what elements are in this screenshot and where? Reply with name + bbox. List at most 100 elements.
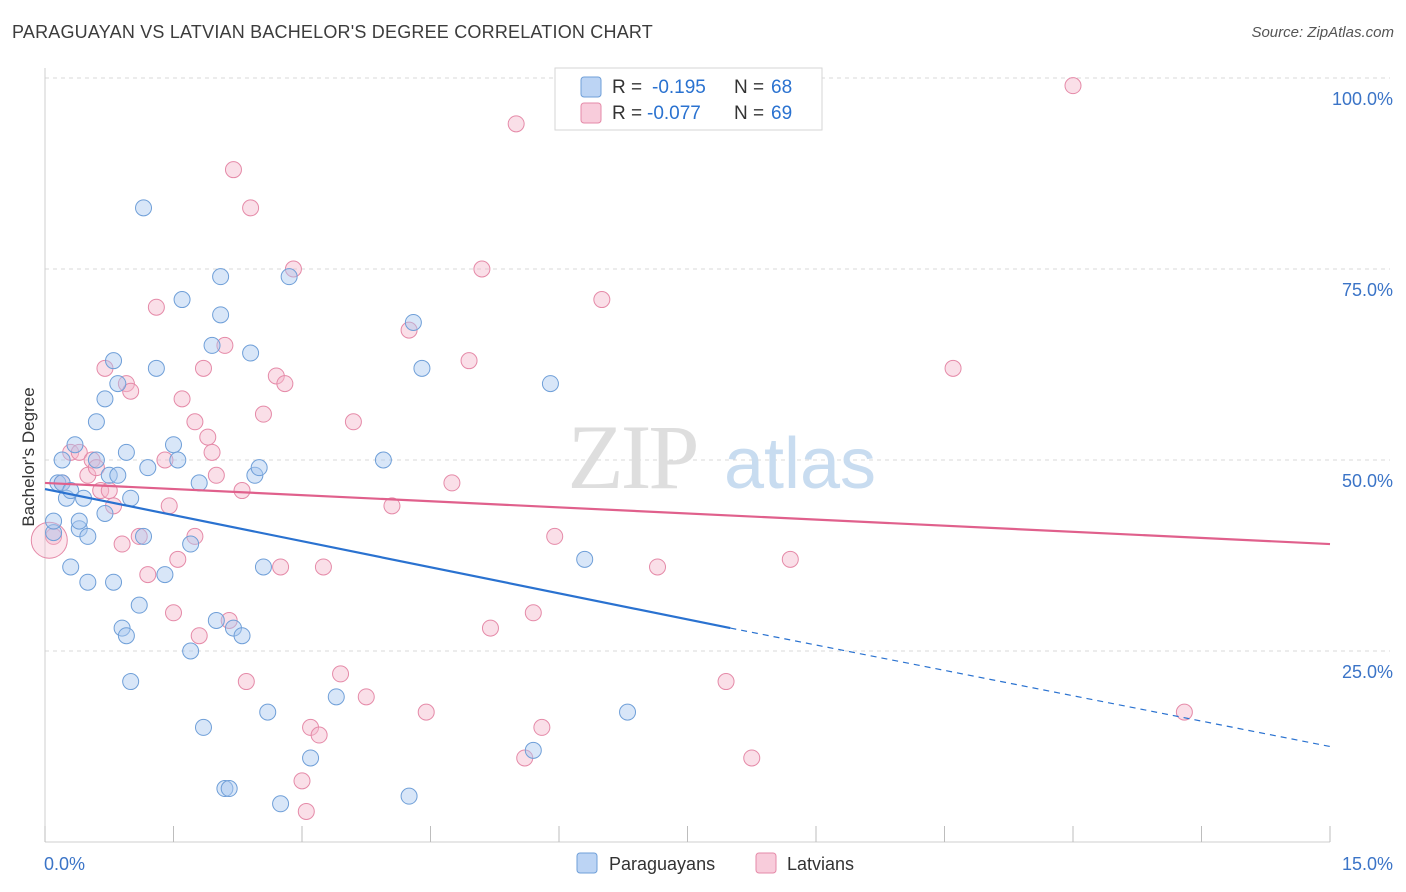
- paraguayan-point-24: [117, 627, 135, 645]
- source-credit: Source: ZipAtlas.com: [1251, 24, 1394, 41]
- latvian-point-18: [160, 497, 178, 515]
- paraguayan-point-20: [105, 352, 123, 370]
- latvian-point-21: [173, 390, 191, 408]
- stats-n-label-paraguayans: N =: [734, 77, 764, 98]
- paraguayan-point-29: [135, 527, 153, 545]
- latvian-point-25: [194, 359, 212, 377]
- paraguayan-point-26: [122, 673, 140, 691]
- paraguayan-point-21: [109, 375, 127, 393]
- paraguayan-point-7: [62, 558, 80, 576]
- latvian-point-35: [254, 405, 272, 423]
- paraguayan-point-54: [272, 795, 290, 813]
- latvian-point-13: [122, 382, 140, 400]
- paraguayan-point-30: [135, 199, 153, 217]
- paraguayans-trend-line: [44, 487, 731, 630]
- series-legend: Paraguayans Latvians: [576, 852, 854, 874]
- latvian-point-45: [332, 665, 350, 683]
- paraguayans-points: [45, 199, 637, 813]
- paraguayan-point-41: [203, 336, 221, 354]
- latvian-point-33: [237, 673, 255, 691]
- latvian-point-65: [944, 359, 962, 377]
- y-tick-label-75: 75.0%: [1342, 280, 1393, 300]
- latvian-point-47: [357, 688, 375, 706]
- latvian-point-64: [781, 550, 799, 568]
- chart-title: PARAGUAYAN VS LATVIAN BACHELOR'S DEGREE …: [12, 22, 653, 42]
- latvian-point-40: [293, 772, 311, 790]
- paraguayan-point-37: [182, 535, 200, 553]
- paraguayan-point-35: [169, 451, 187, 469]
- latvian-point-62: [717, 673, 735, 691]
- latvian-point-11: [113, 535, 131, 553]
- paraguayan-point-33: [156, 566, 174, 584]
- y-tick-label-25: 25.0%: [1342, 662, 1393, 682]
- latvian-point-34: [242, 199, 260, 217]
- latvian-point-38: [276, 375, 294, 393]
- paraguayan-point-58: [374, 451, 392, 469]
- watermark-zip: ZIP: [568, 406, 697, 508]
- latvian-point-46: [344, 413, 362, 431]
- paraguayan-point-27: [122, 489, 140, 507]
- latvian-point-48: [383, 497, 401, 515]
- latvian-cluster-point: [30, 521, 68, 559]
- latvian-point-43: [310, 726, 328, 744]
- stats-n-label-latvians: N =: [734, 103, 764, 124]
- paraguayan-point-1: [45, 512, 63, 530]
- latvian-point-67: [1175, 703, 1193, 721]
- watermark: ZIP atlas: [568, 406, 877, 508]
- latvian-point-55: [507, 115, 525, 133]
- stats-n-value-paraguayans: 68: [771, 77, 792, 98]
- paraguayan-point-18: [100, 466, 118, 484]
- x-tick-label-max: 15.0%: [1342, 854, 1393, 874]
- paraguayan-point-25: [117, 443, 135, 461]
- paraguayan-point-10: [70, 512, 88, 530]
- paraguayan-point-15: [87, 413, 105, 431]
- latvians-trend-line: [44, 481, 1331, 546]
- stats-r-label-latvians: R =: [612, 103, 642, 124]
- latvian-point-51: [443, 474, 461, 492]
- latvian-point-50: [417, 703, 435, 721]
- latvian-point-37: [272, 558, 290, 576]
- latvian-point-32: [233, 482, 251, 500]
- paraguayan-point-12: [79, 527, 97, 545]
- y-axis-tick-labels: 25.0% 50.0% 75.0% 100.0%: [1332, 89, 1393, 682]
- latvian-point-61: [649, 558, 667, 576]
- latvian-point-0: [45, 527, 63, 545]
- paraguayan-point-44: [212, 306, 230, 324]
- paraguayan-point-16: [96, 390, 114, 408]
- paraguayan-point-14: [87, 451, 105, 469]
- latvian-point-28: [207, 466, 225, 484]
- latvian-point-31: [224, 161, 242, 179]
- paraguayan-point-39: [190, 474, 208, 492]
- paraguayan-point-32: [147, 359, 165, 377]
- paraguayan-point-3: [53, 451, 71, 469]
- paraguayan-point-34: [165, 436, 182, 454]
- paraguayan-point-40: [194, 718, 212, 736]
- paraguayan-point-48: [233, 627, 251, 645]
- paraguayan-point-8: [66, 436, 84, 454]
- watermark-atlas: atlas: [724, 424, 876, 504]
- paraguayan-point-42: [207, 611, 225, 629]
- stats-n-value-latvians: 69: [771, 103, 792, 124]
- legend-swatch-paraguayans: [576, 852, 598, 874]
- stats-swatch-paraguayans: [580, 76, 602, 98]
- paraguayans-trend-extension: [730, 627, 1331, 748]
- paraguayan-point-56: [302, 749, 320, 767]
- paraguayan-point-60: [404, 313, 422, 331]
- latvian-point-59: [546, 527, 564, 545]
- x-axis-ticks: [44, 826, 1331, 842]
- latvian-point-57: [524, 604, 542, 622]
- stats-r-value-latvians: -0.077: [647, 103, 701, 124]
- latvian-point-29: [216, 336, 234, 354]
- paraguayan-point-36: [173, 291, 191, 309]
- latvian-point-20: [169, 550, 187, 568]
- latvian-point-52: [460, 352, 478, 370]
- latvian-point-19: [165, 604, 182, 622]
- paraguayan-point-38: [182, 642, 200, 660]
- latvian-point-44: [314, 558, 332, 576]
- paraguayan-point-53: [259, 703, 277, 721]
- trend-lines: [44, 481, 1331, 748]
- stats-swatch-latvians: [580, 102, 602, 124]
- latvian-point-53: [473, 260, 491, 278]
- paraguayan-point-46: [220, 780, 238, 798]
- paraguayan-point-65: [619, 703, 637, 721]
